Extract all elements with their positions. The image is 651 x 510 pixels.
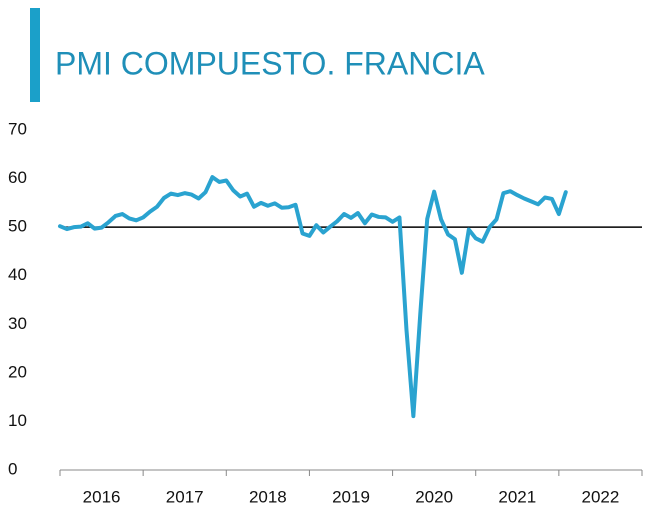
chart-title: PMI COMPUESTO. FRANCIA (55, 45, 485, 81)
y-tick-label: 30 (8, 314, 27, 333)
x-tick-label: 2018 (249, 487, 287, 506)
x-tick-label: 2020 (415, 487, 453, 506)
y-tick-label: 20 (8, 362, 27, 381)
title-accent (30, 8, 40, 102)
x-tick-label: 2017 (166, 487, 204, 506)
x-tick-label: 2021 (498, 487, 536, 506)
y-tick-label: 60 (8, 168, 27, 187)
x-tick-label: 2022 (582, 487, 620, 506)
y-tick-label: 40 (8, 265, 27, 284)
x-tick-label: 2016 (83, 487, 121, 506)
data-line (58, 175, 568, 419)
y-tick-label: 0 (8, 459, 17, 478)
x-tick-label: 2019 (332, 487, 370, 506)
y-tick-label: 50 (8, 217, 27, 236)
y-tick-label: 70 (8, 119, 27, 138)
y-tick-label: 10 (8, 411, 27, 430)
